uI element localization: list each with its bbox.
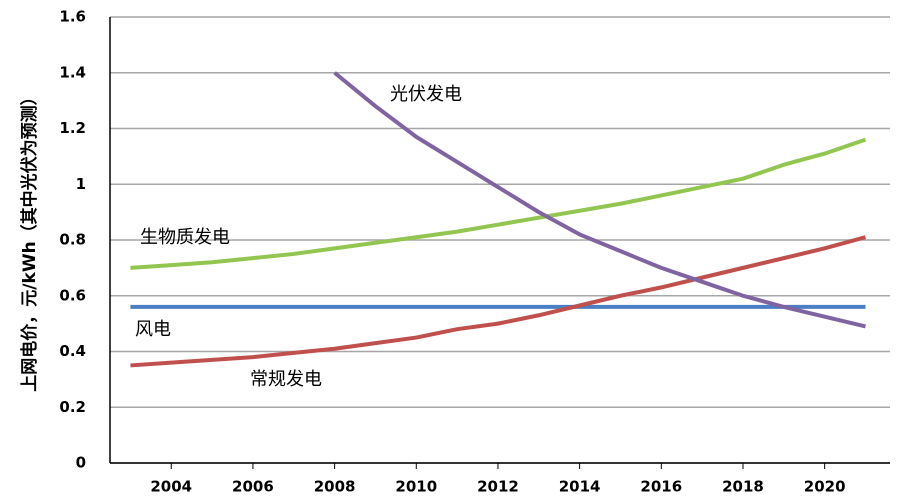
x-tick-label: 2010 (395, 478, 437, 496)
y-tick-label: 1.6 (59, 8, 86, 26)
y-tick-label: 1.4 (59, 63, 86, 81)
series-label: 光伏发电 (390, 84, 462, 105)
x-tick-label: 2006 (232, 478, 274, 496)
x-tick-label: 2004 (150, 478, 192, 496)
series-line (130, 235, 867, 368)
series-line (333, 71, 866, 329)
y-axis-label: 上网电价，元/kWh（其中光伏为预测） (19, 88, 40, 391)
series-label: 生物质发电 (140, 227, 230, 248)
y-tick-label: 0.4 (59, 342, 86, 360)
series-label: 常规发电 (250, 369, 322, 390)
series-label: 风电 (135, 319, 171, 340)
x-tick-label: 2016 (640, 478, 682, 496)
y-tick-label: 1 (76, 175, 86, 193)
y-tick-label: 1.2 (59, 119, 86, 137)
series-line (130, 137, 867, 270)
x-tick-label: 2018 (722, 478, 764, 496)
y-tick-label: 0.6 (59, 286, 86, 304)
y-tick-label: 0.8 (59, 231, 86, 249)
y-tick-label: 0 (76, 454, 86, 472)
x-tick-label: 2014 (559, 478, 601, 496)
x-tick-label: 2020 (804, 478, 846, 496)
x-tick-label: 2008 (314, 478, 356, 496)
x-tick-label: 2012 (477, 478, 519, 496)
y-tick-label: 0.2 (59, 398, 86, 416)
